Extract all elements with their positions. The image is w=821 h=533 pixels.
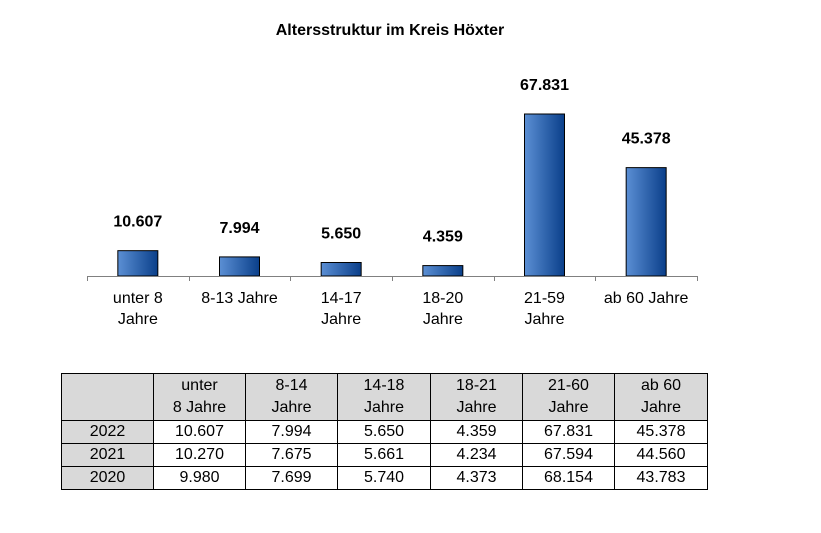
table-cell: 5.661 <box>337 443 431 467</box>
table-header-row: unter 8 Jahre 8-14 Jahre 14-18 Jahre 18-21 Jahr… <box>61 373 708 421</box>
table-header-text: Jahre <box>271 399 312 416</box>
category-tick-label: Jahre <box>423 311 463 328</box>
table-header-text: unter <box>181 377 218 394</box>
bar-chart: 10.607 unter 8 Jahre 7.994 8-13 Jahre 5.650 14… <box>87 77 698 328</box>
table-cell: 7.699 <box>245 466 338 490</box>
table-header-text: Jahre <box>640 399 682 416</box>
table-header-text: Jahre <box>363 399 405 416</box>
table-cell: 44.560 <box>614 443 708 467</box>
chart-title: Altersstruktur im Kreis Höxter <box>275 22 505 39</box>
data-label: 5.650 <box>321 226 361 243</box>
table-header-text: Jahre <box>548 399 589 416</box>
table-header-cell <box>61 373 154 421</box>
table-cell: 45.378 <box>614 420 708 444</box>
table-cell: 10.270 <box>153 443 246 467</box>
category-tick-label: ab 60 Jahre <box>604 290 689 307</box>
table-header-cell: 14-18 Jahre <box>337 373 431 421</box>
table-header-cell: 8-14 Jahre <box>245 373 338 421</box>
bar <box>625 167 667 277</box>
category-tick-label: 14-17 <box>321 290 362 307</box>
data-label: 67.831 <box>520 77 569 94</box>
table-header-text: 21-60 <box>548 377 589 394</box>
bar <box>320 262 362 277</box>
table-row: 2021 10.270 7.675 5.661 4.234 67.594 44.560 <box>61 443 708 467</box>
table-cell: 10.607 <box>153 420 246 444</box>
table-cell: 67.831 <box>522 420 615 444</box>
data-table: unter 8 Jahre 8-14 Jahre 14-18 Jahre 18-21 Jahr… <box>61 373 708 490</box>
table-header-text: 8-14 <box>275 377 308 394</box>
data-label: 4.359 <box>423 229 463 246</box>
table-cell: 67.594 <box>522 443 615 467</box>
category-tick-label: Jahre <box>524 311 564 328</box>
category-tick-label: Jahre <box>321 311 361 328</box>
table-header-text: ab 60 <box>640 377 682 394</box>
data-label: 10.607 <box>113 214 162 231</box>
category-tick-label: 8-13 Jahre <box>201 290 278 307</box>
data-label: 7.994 <box>219 220 259 237</box>
table-cell: 43.783 <box>614 466 708 490</box>
table-cell: 68.154 <box>522 466 615 490</box>
table-year-cell: 2021 <box>61 443 154 467</box>
bar <box>524 113 565 277</box>
table-header-text: 14-18 <box>363 377 405 394</box>
table-cell: 7.994 <box>245 420 338 444</box>
table-year-cell: 2022 <box>61 420 154 444</box>
bar <box>117 250 159 277</box>
category-tick-label: 18-20 <box>422 290 463 307</box>
table-row: 2020 9.980 7.699 5.740 4.373 68.154 43.783 <box>61 466 708 490</box>
table-cell: 5.650 <box>337 420 431 444</box>
table-header-cell: 18-21 Jahre <box>430 373 523 421</box>
table-cell: 4.359 <box>430 420 523 444</box>
table-row: 2022 10.607 7.994 5.650 4.359 67.831 45.378 <box>61 420 708 444</box>
table-year-cell: 2020 <box>61 466 154 490</box>
table-header-text: Jahre <box>456 399 497 416</box>
bar <box>219 256 260 277</box>
bar <box>422 265 464 277</box>
table-cell: 4.234 <box>430 443 523 467</box>
table-cell: 9.980 <box>153 466 246 490</box>
table-cell: 7.675 <box>245 443 338 467</box>
category-tick-label: 21-59 <box>524 290 565 307</box>
category-tick-label: unter 8 <box>113 290 163 307</box>
category-tick-label: Jahre <box>118 311 158 328</box>
table-cell: 5.740 <box>337 466 431 490</box>
table-header-text: 18-21 <box>456 377 497 394</box>
table-header-cell: ab 60 Jahre <box>614 373 708 421</box>
table-header-cell: 21-60 Jahre <box>522 373 615 421</box>
table-cell: 4.373 <box>430 466 523 490</box>
data-label: 45.378 <box>622 131 671 148</box>
table-header-cell: unter 8 Jahre <box>153 373 246 421</box>
table-header-text: 8 Jahre <box>172 399 227 416</box>
